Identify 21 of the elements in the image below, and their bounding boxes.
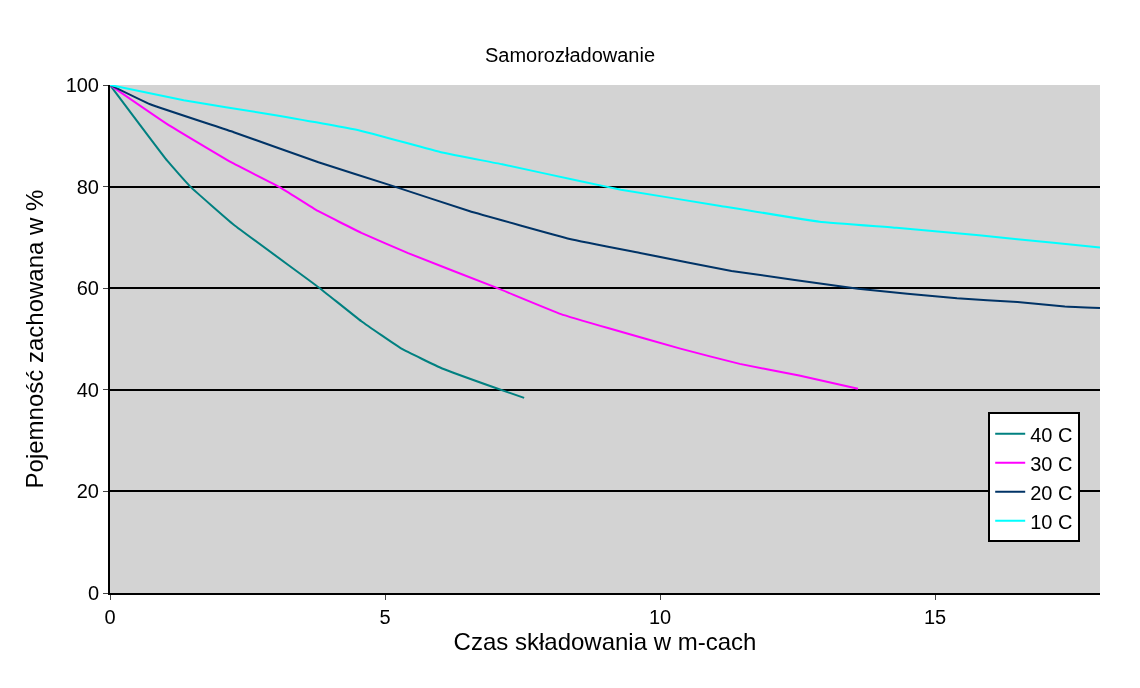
y-axis-title: Pojemność zachowana w % — [21, 189, 49, 489]
line-series — [110, 85, 1100, 249]
line-series — [110, 85, 859, 390]
y-tick-label: 80 — [76, 175, 99, 198]
x-tick-label: 5 — [379, 606, 391, 628]
legend-label: 20 C — [1030, 481, 1073, 504]
chart-title: Samorozładowanie — [484, 44, 656, 67]
y-tick-label: 100 — [65, 74, 99, 96]
x-axis-title: Czas składowania w m-cach — [453, 628, 757, 655]
x-tick-label: 10 — [648, 606, 672, 628]
y-tick-label: 20 — [76, 480, 99, 503]
legend-label: 40 C — [1030, 423, 1073, 446]
line-series — [110, 85, 526, 399]
x-tick-label: 0 — [104, 606, 116, 628]
legend-label: 10 C — [1030, 510, 1073, 533]
y-tick-label: 60 — [76, 277, 99, 300]
y-tick-label: 40 — [76, 378, 99, 401]
y-tick-label: 0 — [87, 582, 99, 604]
line-series — [110, 85, 1100, 310]
legend-label: 30 C — [1030, 452, 1073, 475]
x-tick-label: 15 — [923, 606, 947, 628]
